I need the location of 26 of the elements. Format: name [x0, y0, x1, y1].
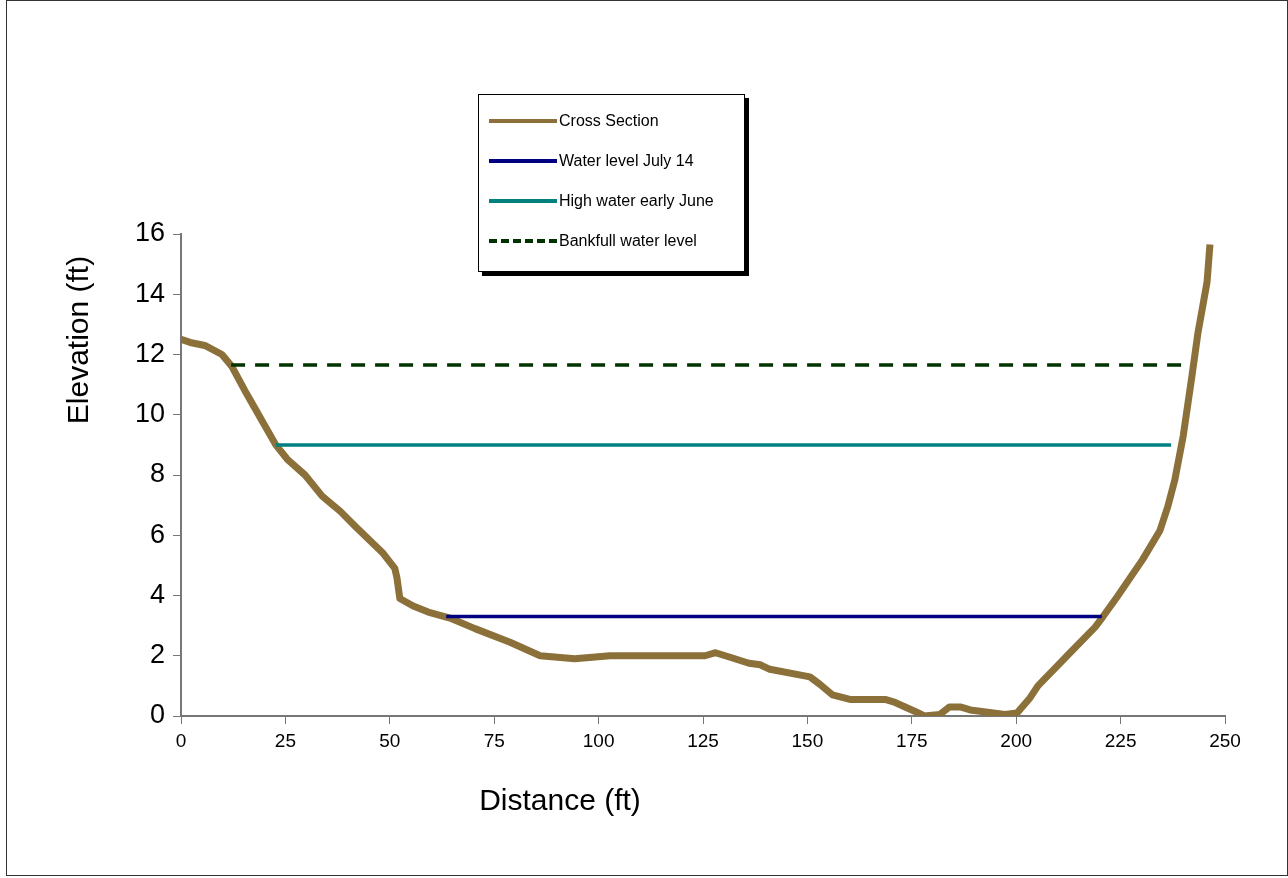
x-tick-label: 100 [582, 729, 615, 751]
x-tick-label: 175 [895, 729, 928, 751]
y-tick-label: 0 [149, 699, 165, 730]
x-tick-label: 200 [1000, 729, 1033, 751]
x-tick-label: 25 [274, 729, 296, 751]
x-tick-label: 125 [687, 729, 719, 751]
y-tick-label: 6 [149, 518, 165, 549]
x-tick-label: 225 [1104, 729, 1137, 751]
y-tick-label: 14 [134, 277, 165, 308]
legend-label: High water early June [559, 192, 714, 210]
x-axis-title: Distance (ft) [479, 783, 641, 817]
legend-label: Water level July 14 [559, 152, 694, 170]
y-axis-title: Elevation (ft) [61, 255, 95, 425]
x-tick-label: 250 [1209, 729, 1241, 751]
legend-label: Cross Section [559, 112, 659, 130]
x-tick-label: 0 [175, 729, 187, 751]
y-tick-label: 12 [134, 337, 165, 368]
x-tick-label: 50 [379, 729, 401, 751]
y-tick-label: 16 [134, 217, 165, 248]
y-tick-label: 4 [149, 578, 165, 609]
legend-label: Bankfull water level [559, 232, 697, 250]
y-tick-label: 10 [134, 398, 165, 429]
y-tick-label: 2 [149, 639, 165, 670]
x-tick-label: 75 [483, 729, 505, 751]
y-tick-label: 8 [149, 458, 165, 489]
x-tick-label: 150 [791, 729, 824, 751]
